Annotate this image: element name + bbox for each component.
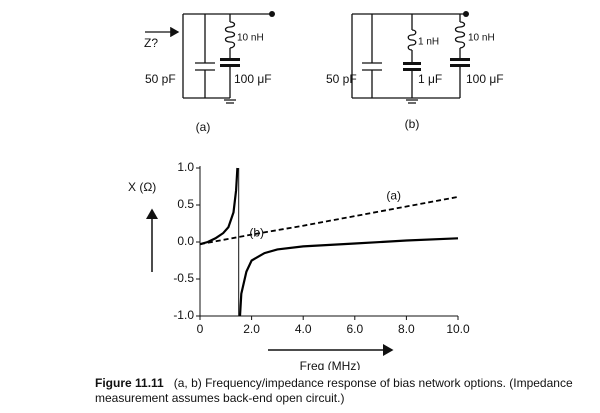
series-line — [199, 196, 459, 246]
y-tick-label: 0.5 — [177, 197, 194, 211]
x-tick-label: 6.0 — [346, 322, 363, 336]
caption-label: Figure 11.11 — [95, 376, 164, 390]
inductor-small-label: 1 nH — [418, 37, 439, 48]
y-tick-label: 0.0 — [177, 234, 194, 248]
capacitor-label: 50 pF — [145, 72, 176, 86]
x-tick-label: 2.0 — [243, 322, 260, 336]
y-tick-label: 1.0 — [177, 160, 194, 174]
circuit-label: (a) — [196, 120, 211, 134]
series-line — [199, 167, 459, 317]
caption: Figure 11.11 (a, b) Frequency/impedance … — [95, 376, 590, 406]
figure: Z? 10 nH 50 pF 100 μF (a) 50 pF 1 nH 10 … — [128, 11, 504, 370]
circuit-b: 50 pF 1 nH 10 nH 1 μF 100 μF (b) — [326, 11, 504, 131]
y-tick-label: -0.5 — [173, 271, 194, 285]
circuit-a: Z? 10 nH 50 pF 100 μF (a) — [144, 11, 275, 134]
capacitor-label: 50 pF — [326, 72, 357, 86]
series-label: (a) — [386, 189, 401, 203]
bypass-label: 100 μF — [466, 72, 504, 86]
y-tick-label: -1.0 — [173, 308, 194, 322]
inductor-label: 10 nH — [468, 33, 495, 44]
inductor-label: 10 nH — [237, 33, 264, 44]
x-tick-label: 4.0 — [295, 322, 312, 336]
x-axis-label: Freq (MHz) — [300, 359, 361, 370]
input-label: Z? — [144, 36, 158, 50]
cap-small-label: 1 μF — [418, 72, 442, 86]
series-label: (b) — [249, 226, 264, 240]
bypass-label: 100 μF — [234, 72, 272, 86]
circuit-label: (b) — [405, 117, 420, 131]
caption-text: (a, b) Frequency/impedance response of b… — [95, 376, 573, 405]
x-tick-label: 8.0 — [398, 322, 415, 336]
y-axis-label: X (Ω) — [128, 180, 156, 194]
x-tick-label: 10.0 — [446, 322, 470, 336]
x-tick-label: 0 — [197, 322, 204, 336]
